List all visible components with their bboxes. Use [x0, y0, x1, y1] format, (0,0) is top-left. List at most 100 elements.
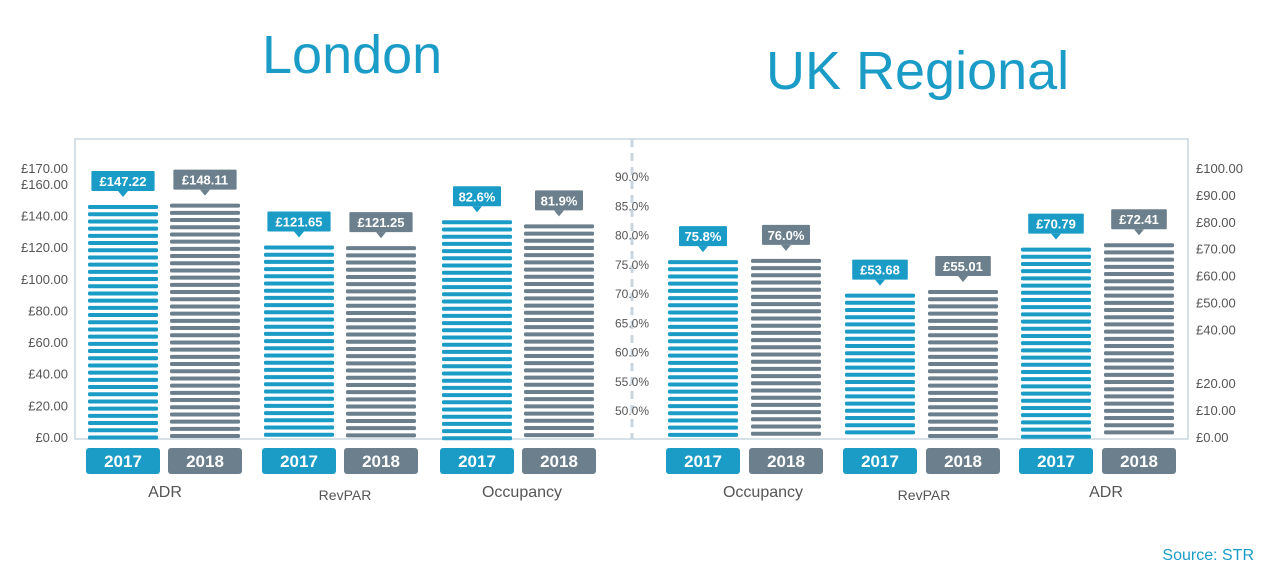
bar-uk-regional-occupancy-2017	[668, 260, 738, 437]
year-tab-bg-5-0	[1019, 448, 1093, 474]
value-callout-bg-5-1	[1111, 209, 1167, 230]
year-tab-bg-0-1	[168, 448, 242, 474]
left-axis-tick-0: £170.00	[21, 161, 68, 176]
value-label-5-0: £70.79	[1036, 217, 1076, 232]
value-callout-bg-0-1	[173, 169, 237, 190]
year-tab-bg-1-1	[344, 448, 418, 474]
value-label-2-1: 81.9%	[541, 193, 578, 208]
value-callout-bg-3-1	[762, 224, 810, 245]
value-callout-bg-2-0	[453, 186, 501, 207]
center-axis-tick-5: 65.0%	[615, 316, 649, 330]
value-callout-pointer-3-0	[698, 246, 708, 253]
right-axis-tick-0: £100.00	[1196, 161, 1243, 176]
year-tab-bg-1-0	[262, 448, 336, 474]
uk-regional-title: UK Regional	[766, 41, 1070, 101]
value-callout-pointer-4-1	[958, 276, 968, 283]
category-label-0: ADR	[148, 484, 182, 501]
category-label-1: RevPAR	[319, 487, 372, 503]
right-axis-tick-2: £80.00	[1196, 215, 1236, 230]
year-tab-bg-2-0	[440, 448, 514, 474]
left-axis-tick-6: £60.00	[28, 335, 68, 350]
year-tab-label-3-1: 2018	[767, 452, 805, 471]
left-axis-tick-4: £100.00	[21, 272, 68, 287]
left-axis-tick-3: £120.00	[21, 240, 68, 255]
center-axis-tick-2: 80.0%	[615, 229, 649, 243]
value-callout-pointer-1-0	[294, 231, 304, 238]
center-axis-tick-0: 90.0%	[615, 170, 649, 184]
left-axis-tick-5: £80.00	[28, 303, 68, 318]
value-label-1-1: £121.25	[358, 215, 405, 230]
value-callout-bg-0-0	[91, 171, 155, 192]
year-tab-bg-0-0	[86, 448, 160, 474]
year-tab-bg-3-0	[666, 448, 740, 474]
year-tab-label-0-0: 2017	[104, 452, 142, 471]
bar-uk-regional-adr-2017	[1021, 247, 1091, 439]
right-axis-tick-7: £20.00	[1196, 376, 1236, 391]
year-tab-label-5-1: 2018	[1120, 452, 1158, 471]
bar-london-adr-2017	[88, 205, 158, 440]
value-callout-pointer-5-1	[1134, 229, 1144, 236]
bar-london-revpar-2017	[264, 245, 334, 437]
year-tab-label-3-0: 2017	[684, 452, 722, 471]
value-label-0-1: £148.11	[182, 173, 228, 188]
bar-uk-regional-occupancy-2018	[751, 258, 821, 436]
value-label-4-1: £55.01	[943, 259, 983, 274]
year-tab-label-1-0: 2017	[280, 452, 318, 471]
value-callout-bg-4-0	[852, 259, 908, 280]
center-axis-tick-1: 85.0%	[615, 199, 649, 213]
left-axis-tick-2: £140.00	[21, 208, 68, 223]
center-axis-tick-6: 60.0%	[615, 346, 649, 360]
value-callout-pointer-3-1	[781, 244, 791, 251]
left-axis-tick-7: £40.00	[28, 367, 68, 382]
center-axis-tick-4: 70.0%	[615, 287, 649, 301]
left-axis-tick-1: £160.00	[21, 177, 68, 192]
value-callout-pointer-0-1	[200, 189, 210, 196]
value-callout-bg-5-0	[1028, 213, 1084, 234]
right-axis-tick-6: £40.00	[1196, 322, 1236, 337]
value-label-3-0: 75.8%	[685, 229, 722, 244]
right-axis-tick-9: £0.00	[1196, 430, 1229, 445]
year-tab-label-1-1: 2018	[362, 452, 400, 471]
value-callout-pointer-1-1	[376, 232, 386, 239]
year-tab-label-4-0: 2017	[861, 452, 899, 471]
value-callout-pointer-2-1	[554, 210, 564, 217]
bar-london-occupancy-2018	[524, 224, 594, 438]
bar-london-revpar-2018	[346, 246, 416, 438]
source-note: Source: STR	[1162, 547, 1254, 564]
category-label-4: RevPAR	[898, 487, 951, 503]
right-axis-tick-8: £10.00	[1196, 403, 1236, 418]
year-tab-bg-5-1	[1102, 448, 1176, 474]
value-label-0-0: £147.22	[100, 174, 147, 189]
bar-uk-regional-revpar-2018	[928, 290, 998, 439]
category-label-2: Occupancy	[482, 484, 562, 501]
right-axis-tick-1: £90.00	[1196, 188, 1236, 203]
year-tab-label-2-1: 2018	[540, 452, 578, 471]
london-title: London	[262, 25, 443, 85]
value-callout-bg-1-0	[267, 211, 331, 232]
value-callout-bg-2-1	[535, 190, 583, 211]
value-label-5-1: £72.41	[1119, 212, 1159, 227]
value-label-1-0: £121.65	[276, 215, 323, 230]
year-tab-label-0-1: 2018	[186, 452, 224, 471]
value-label-4-0: £53.68	[860, 263, 900, 278]
year-tab-bg-4-1	[926, 448, 1000, 474]
bar-london-occupancy-2017	[442, 220, 512, 441]
value-callout-bg-1-1	[349, 212, 413, 233]
year-tab-bg-3-1	[749, 448, 823, 474]
year-tab-bg-2-1	[522, 448, 596, 474]
value-callout-bg-4-1	[935, 256, 991, 277]
center-axis-tick-8: 50.0%	[615, 404, 649, 418]
bar-uk-regional-revpar-2017	[845, 293, 915, 435]
year-tab-label-2-0: 2017	[458, 452, 496, 471]
bar-london-adr-2018	[170, 203, 240, 439]
value-callout-pointer-4-0	[875, 279, 885, 286]
value-label-2-0: 82.6%	[459, 189, 496, 204]
value-callout-bg-3-0	[679, 226, 727, 247]
year-tab-label-5-0: 2017	[1037, 452, 1075, 471]
value-callout-pointer-0-0	[118, 191, 128, 198]
year-tab-label-4-1: 2018	[944, 452, 982, 471]
center-axis-tick-7: 55.0%	[615, 375, 649, 389]
left-axis-tick-9: £0.00	[35, 430, 68, 445]
category-label-3: Occupancy	[723, 484, 803, 501]
